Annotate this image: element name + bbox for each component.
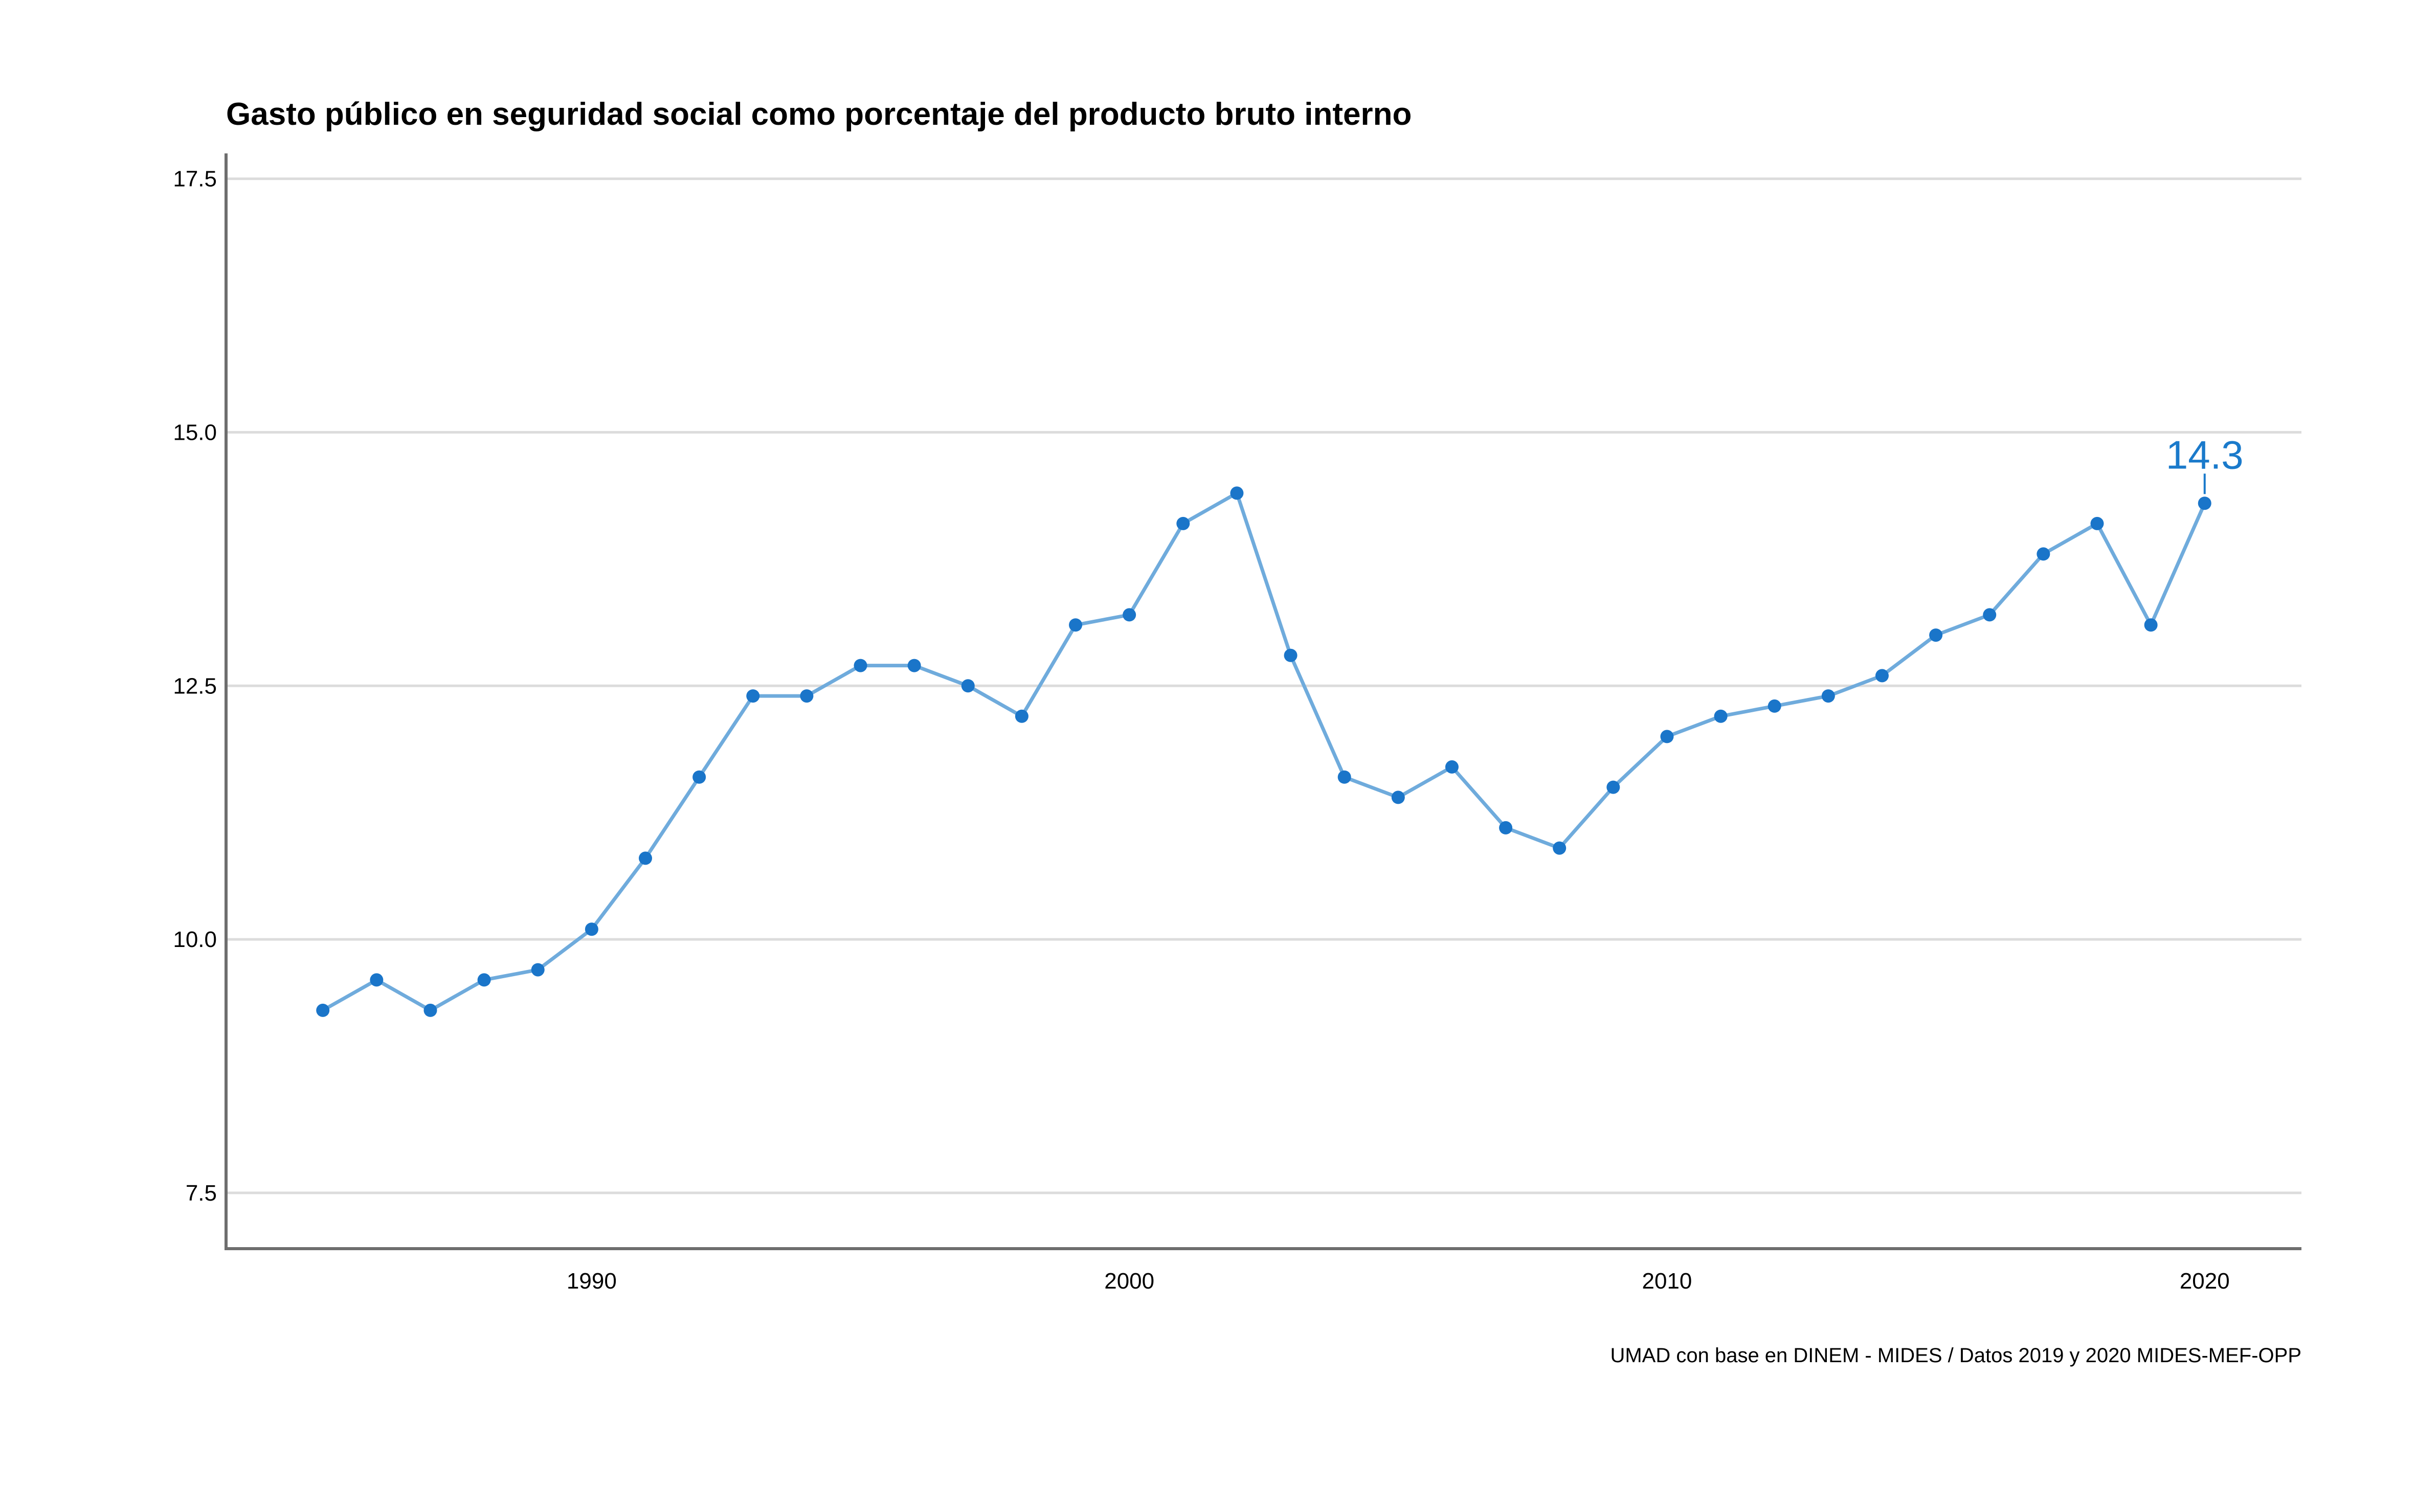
data-point: [1983, 608, 1997, 622]
data-series: [316, 486, 2211, 1017]
data-point: [477, 973, 491, 987]
data-point: [2198, 497, 2211, 510]
x-tick-label: 2020: [2180, 1269, 2230, 1294]
data-point: [1660, 730, 1674, 743]
series-line: [321, 491, 2207, 1012]
x-tick-label: 2000: [1104, 1269, 1154, 1294]
data-point: [2037, 547, 2050, 561]
data-point: [1123, 608, 1136, 622]
data-point: [1768, 699, 1781, 713]
x-tick-label: 1990: [567, 1269, 617, 1294]
y-tick-label: 7.5: [186, 1181, 217, 1206]
y-tick-label: 15.0: [173, 420, 217, 445]
data-point: [2144, 618, 2158, 632]
x-axis-tick-labels: 1990 2000 2010 2020: [567, 1269, 2230, 1294]
data-point: [1284, 648, 1298, 662]
data-point: [1714, 709, 1728, 723]
axes: [225, 153, 2301, 1250]
data-point: [907, 659, 921, 672]
annotation-label: 14.3: [2166, 432, 2244, 477]
data-point: [961, 679, 975, 693]
data-point: [1553, 841, 1567, 855]
data-point: [531, 963, 545, 977]
chart-caption: UMAD con base en DINEM - MIDES / Datos 2…: [1610, 1344, 2301, 1367]
y-tick-label: 17.5: [173, 167, 217, 192]
chart-title: Gasto público en seguridad social como p…: [226, 97, 1412, 132]
data-point: [746, 689, 760, 703]
data-point: [1499, 821, 1513, 834]
data-point: [1230, 486, 1244, 500]
data-point: [423, 1003, 437, 1017]
annotations: 14.3: [2166, 432, 2244, 494]
data-point: [1606, 780, 1620, 794]
data-point: [370, 973, 384, 987]
data-point: [1069, 618, 1083, 632]
y-tick-label: 10.0: [173, 927, 217, 952]
data-point: [1391, 791, 1405, 804]
data-point: [1337, 770, 1351, 784]
data-point: [2090, 516, 2104, 530]
data-point: [1015, 709, 1028, 723]
x-tick-label: 2010: [1642, 1269, 1692, 1294]
y-axis-tick-labels: 7.5 10.0 12.5 15.0 17.5: [173, 167, 217, 1206]
data-point: [1445, 760, 1459, 774]
data-point: [316, 1003, 330, 1017]
data-point: [1875, 669, 1889, 683]
y-tick-label: 12.5: [173, 673, 217, 698]
data-point: [1821, 689, 1835, 703]
data-point: [692, 770, 706, 784]
data-point: [854, 659, 867, 672]
data-point: [800, 689, 814, 703]
data-point: [1929, 628, 1943, 642]
gridlines: [226, 177, 2301, 1194]
data-point: [585, 922, 598, 936]
data-point: [1176, 516, 1190, 530]
data-point: [639, 851, 653, 865]
